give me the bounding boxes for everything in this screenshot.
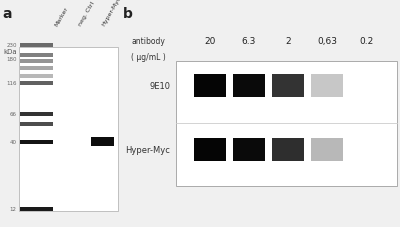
Text: 180: 180 [6,57,17,62]
Bar [20,54,53,58]
Bar [350,75,382,98]
Text: 20: 20 [204,37,215,45]
Bar [20,81,53,85]
Text: neg. Ctrl: neg. Ctrl [78,1,96,27]
Bar [19,48,118,211]
Bar [20,207,53,211]
Bar [20,140,53,144]
Text: Marker: Marker [54,6,69,27]
Bar [20,123,53,127]
Text: ( μg/mL ): ( μg/mL ) [131,52,166,61]
Bar [233,138,265,161]
Text: 0.2: 0.2 [359,37,374,45]
Text: 116: 116 [6,81,17,86]
Text: kDa: kDa [3,49,17,55]
Bar [272,138,304,161]
Bar [20,112,53,116]
Text: 6.3: 6.3 [242,37,256,45]
Bar [176,61,397,186]
Text: Hyper-Myc: Hyper-Myc [101,0,122,27]
Text: a: a [2,7,12,21]
Bar [20,75,53,79]
Text: 9E10: 9E10 [150,82,170,91]
Bar [91,138,114,147]
Bar [311,75,343,98]
Bar [20,60,53,64]
Text: Hyper-Myc: Hyper-Myc [126,145,170,154]
Text: 2: 2 [285,37,291,45]
Bar [20,67,53,71]
Text: 12: 12 [10,206,17,211]
Text: 40: 40 [10,140,17,145]
Bar [194,75,226,98]
Bar [233,75,265,98]
Bar [194,138,226,161]
Bar [350,138,382,161]
Text: 0,63: 0,63 [317,37,337,45]
Bar [20,43,53,47]
Text: 230: 230 [6,43,17,48]
Text: antibody: antibody [131,37,165,45]
Text: b: b [123,7,133,21]
Text: 66: 66 [10,112,17,117]
Bar [272,75,304,98]
Bar [311,138,343,161]
